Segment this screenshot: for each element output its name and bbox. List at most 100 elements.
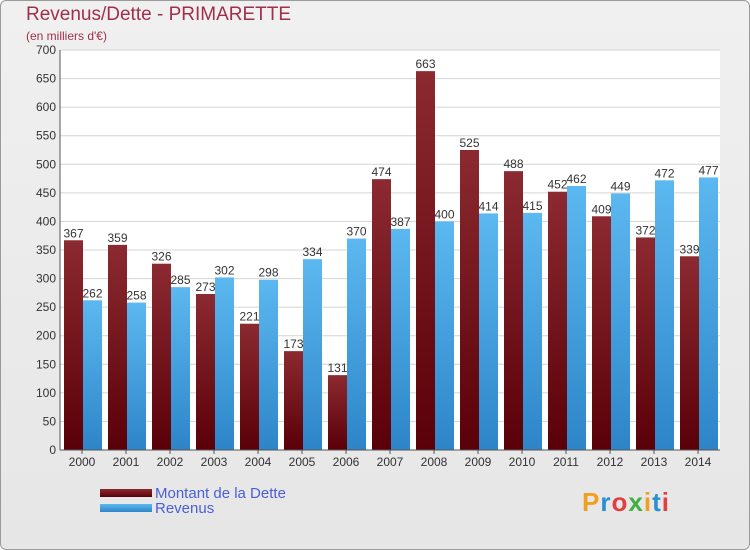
legend-swatch-dette	[100, 489, 152, 497]
data-label: 298	[258, 266, 278, 280]
data-label: 488	[503, 157, 523, 171]
data-label: 400	[434, 207, 454, 221]
data-label: 472	[654, 166, 674, 180]
x-tick-label: 2004	[245, 455, 272, 469]
y-tick-label: 650	[36, 72, 56, 86]
logo-letter: r	[600, 487, 612, 517]
data-label: 372	[635, 223, 655, 237]
legend-label-dette: Montant de la Dette	[155, 485, 286, 502]
bar-dette	[680, 256, 699, 450]
x-tick-label: 2008	[421, 455, 448, 469]
bar-revenus	[567, 186, 586, 450]
bar-dette	[636, 237, 655, 450]
y-tick-label: 450	[36, 186, 56, 200]
proxiti-logo: Proxiti	[582, 487, 670, 518]
axes: 0 50 100 150 200 250 300 350 400 450 500 550 600 650 7…	[36, 43, 720, 469]
x-tick-label: 2000	[69, 455, 96, 469]
bar-revenus	[127, 302, 146, 450]
bar-dette	[108, 244, 127, 450]
data-label: 452	[547, 178, 567, 192]
y-tick-label: 500	[36, 157, 56, 171]
bar-dette	[504, 171, 523, 450]
x-tick-label: 2006	[333, 455, 360, 469]
bar-revenus	[435, 221, 454, 450]
bar-dette	[284, 351, 303, 450]
data-label: 449	[610, 179, 630, 193]
bar-dette	[64, 240, 83, 450]
data-label: 359	[107, 231, 127, 245]
bar-revenus	[215, 277, 234, 450]
data-label: 367	[63, 226, 83, 240]
bar-dette	[592, 216, 611, 450]
chart-subtitle: (en milliers d'€)	[26, 29, 107, 43]
data-label: 462	[566, 172, 586, 186]
x-tick-label: 2002	[157, 455, 184, 469]
data-label: 414	[478, 199, 498, 213]
data-label: 334	[302, 245, 322, 259]
y-tick-label: 250	[36, 300, 56, 314]
x-tick-label: 2014	[685, 455, 712, 469]
x-tick-label: 2011	[553, 455, 579, 469]
data-label: 273	[195, 280, 215, 294]
data-label: 339	[679, 242, 699, 256]
data-label: 131	[327, 361, 347, 375]
logo-letter: x	[628, 487, 644, 517]
bar-revenus	[303, 259, 322, 450]
data-label: 663	[415, 57, 435, 71]
bar-revenus	[699, 177, 718, 450]
data-label: 387	[390, 215, 410, 229]
data-label: 525	[459, 136, 479, 150]
y-tick-label: 350	[36, 243, 56, 257]
bar-dette	[196, 294, 215, 450]
bar-revenus	[171, 287, 190, 450]
x-tick-label: 2012	[597, 455, 624, 469]
y-tick-label: 200	[36, 329, 56, 343]
bar-dette	[372, 179, 391, 450]
bar-dette	[328, 375, 347, 450]
bar-dette	[548, 191, 567, 450]
logo-letter: i	[643, 487, 653, 517]
y-tick-label: 150	[36, 357, 56, 371]
data-labels: 367 262 359 258 326 285 273 302 221 298 173 334 131 3…	[63, 57, 718, 375]
y-tick-label: 700	[36, 43, 56, 57]
x-tick-label: 2003	[201, 455, 228, 469]
bar-dette	[460, 150, 479, 450]
bar-revenus	[523, 212, 542, 450]
bar-revenus	[83, 300, 102, 450]
data-label: 262	[82, 286, 102, 300]
data-label: 285	[170, 273, 190, 287]
data-label: 302	[214, 263, 234, 277]
logo-letter: P	[582, 487, 601, 517]
logo-letter: i	[661, 487, 670, 517]
y-tick-label: 400	[36, 214, 56, 228]
bar-revenus	[259, 279, 278, 450]
logo-letter: o	[611, 487, 629, 517]
y-tick-label: 0	[49, 443, 56, 457]
x-tick-label: 2001	[113, 455, 140, 469]
y-tick-label: 550	[36, 129, 56, 143]
bar-dette	[416, 71, 435, 451]
data-label: 173	[283, 337, 303, 351]
y-tick-label: 50	[43, 414, 57, 428]
x-tick-label: 2010	[509, 455, 536, 469]
legend-swatch-revenus	[100, 504, 152, 512]
bar-revenus	[611, 193, 630, 450]
x-tick-label: 2009	[465, 455, 492, 469]
data-label: 474	[371, 165, 391, 179]
bar-revenus	[479, 213, 498, 450]
bars	[64, 71, 718, 451]
y-tick-label: 300	[36, 272, 56, 286]
legend-label-revenus: Revenus	[155, 500, 215, 517]
bar-dette	[152, 263, 171, 450]
data-label: 415	[522, 199, 542, 213]
x-tick-label: 2005	[289, 455, 316, 469]
x-tick-label: 2013	[641, 455, 668, 469]
x-tick-label: 2007	[377, 455, 404, 469]
data-label: 477	[698, 163, 718, 177]
bar-revenus	[391, 228, 410, 450]
data-label: 409	[591, 202, 611, 216]
logo-letter: t	[652, 487, 662, 517]
bar-dette	[240, 323, 259, 450]
data-label: 326	[151, 250, 171, 264]
